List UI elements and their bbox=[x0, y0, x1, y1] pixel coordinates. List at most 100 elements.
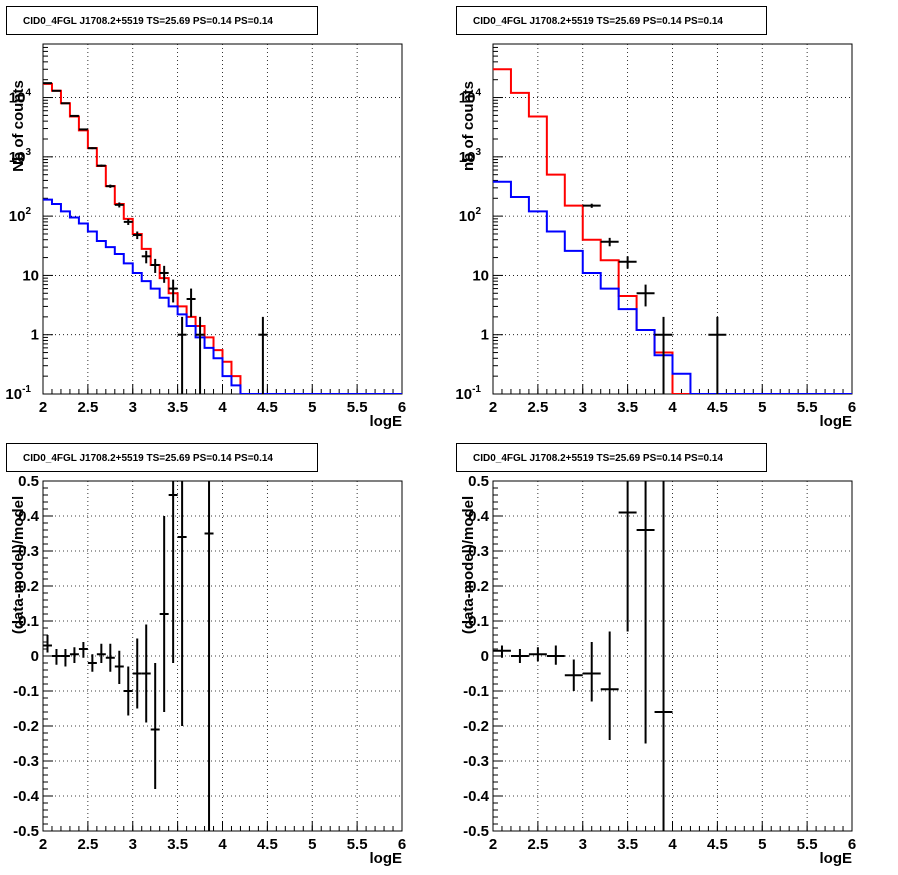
y-tick-label: 10 bbox=[472, 267, 489, 284]
data-point bbox=[96, 164, 106, 167]
chart-title: CID0_4FGL J1708.2+5519 TS=25.69 PS=0.14 … bbox=[23, 16, 273, 27]
data-point bbox=[114, 650, 124, 684]
data-point bbox=[123, 219, 133, 225]
y-tick-label: 0.3 bbox=[18, 543, 39, 560]
y-tick-label: 0.5 bbox=[18, 473, 39, 490]
title-box bbox=[6, 6, 318, 35]
data-point bbox=[582, 203, 601, 208]
x-tick-label: 2 bbox=[489, 399, 497, 416]
x-tick-label: 3 bbox=[129, 836, 137, 853]
title-box bbox=[6, 443, 318, 472]
data-point bbox=[168, 279, 178, 303]
data-point bbox=[123, 666, 133, 716]
component-model-histogram bbox=[493, 180, 852, 394]
plot-area bbox=[43, 481, 214, 831]
y-tick-label: 102 bbox=[459, 206, 482, 225]
x-tick-label: 5 bbox=[308, 399, 316, 416]
y-tick-label: -0.2 bbox=[13, 718, 39, 735]
x-tick-label: 4.5 bbox=[707, 399, 728, 416]
data-point bbox=[141, 624, 151, 723]
y-tick-label: 0.2 bbox=[18, 578, 39, 595]
y-tick-label: -0.5 bbox=[13, 823, 39, 840]
y-tick-label: 103 bbox=[9, 147, 32, 166]
y-tick-label: 10-1 bbox=[455, 384, 481, 403]
y-tick-label: 103 bbox=[459, 147, 482, 166]
x-tick-label: 4.5 bbox=[257, 399, 278, 416]
data-point bbox=[150, 663, 160, 789]
x-tick-label: 3.5 bbox=[617, 836, 638, 853]
data-point bbox=[43, 635, 52, 653]
data-point bbox=[654, 481, 673, 831]
x-tick-label: 3 bbox=[129, 399, 137, 416]
data-point bbox=[87, 147, 97, 150]
y-tick-label: 0.4 bbox=[18, 508, 40, 525]
data-point bbox=[105, 184, 115, 188]
x-tick-label: 6 bbox=[398, 836, 406, 853]
x-tick-label: 5.5 bbox=[347, 836, 368, 853]
x-tick-label: 3 bbox=[579, 399, 587, 416]
y-tick-label: 0.5 bbox=[468, 473, 489, 490]
x-tick-label: 3 bbox=[579, 836, 587, 853]
data-point bbox=[177, 316, 187, 394]
y-tick-label: 0 bbox=[31, 648, 39, 665]
x-tick-label: 3.5 bbox=[167, 836, 188, 853]
data-point bbox=[159, 265, 169, 283]
chart-title: CID0_4FGL J1708.2+5519 TS=25.69 PS=0.14 … bbox=[473, 16, 723, 27]
x-tick-label: 2.5 bbox=[77, 399, 98, 416]
data-point bbox=[177, 481, 187, 726]
x-tick-label: 2.5 bbox=[527, 836, 548, 853]
x-tick-label: 2.5 bbox=[77, 836, 98, 853]
y-tick-label: -0.3 bbox=[13, 753, 39, 770]
chart-panel-top-left: 2 2.5 3 3.5 4 4.5 5 5.5 6 10-1 1 10 102 103 104 logE Nb … bbox=[5, 6, 406, 430]
data-point bbox=[60, 649, 70, 667]
y-tick-label: 104 bbox=[459, 88, 482, 107]
chart-title: CID0_4FGL J1708.2+5519 TS=25.69 PS=0.14 … bbox=[473, 453, 723, 464]
data-point bbox=[195, 316, 205, 394]
y-axis-label: Nb of counts bbox=[10, 80, 27, 172]
x-tick-label: 6 bbox=[398, 399, 406, 416]
y-axis-label: (data-model)/model bbox=[460, 496, 477, 634]
data-point bbox=[546, 645, 565, 665]
x-axis-label: logE bbox=[820, 850, 853, 867]
y-tick-label: 0.3 bbox=[468, 543, 489, 560]
x-tick-label: 5.5 bbox=[797, 836, 818, 853]
data-point bbox=[528, 647, 547, 662]
data-point bbox=[141, 250, 151, 264]
x-tick-label: 4 bbox=[218, 836, 227, 853]
y-tick-label: 0.4 bbox=[468, 508, 490, 525]
plot-area bbox=[493, 68, 852, 394]
title-box bbox=[456, 6, 767, 35]
data-point bbox=[493, 645, 511, 658]
chart-title: CID0_4FGL J1708.2+5519 TS=25.69 PS=0.14 … bbox=[23, 453, 273, 464]
data-point bbox=[96, 643, 106, 663]
y-tick-label: 0.2 bbox=[468, 578, 489, 595]
x-tick-label: 4 bbox=[218, 399, 227, 416]
data-point bbox=[150, 258, 160, 273]
data-point bbox=[51, 89, 61, 92]
y-tick-label: -0.4 bbox=[463, 788, 490, 805]
data-point bbox=[510, 649, 529, 663]
x-tick-label: 6 bbox=[848, 399, 856, 416]
data-point bbox=[78, 128, 88, 131]
data-point bbox=[168, 481, 178, 663]
y-axis-label: nb of counts bbox=[460, 81, 477, 171]
data-point bbox=[186, 288, 196, 317]
x-tick-label: 5.5 bbox=[347, 399, 368, 416]
x-tick-label: 2 bbox=[489, 836, 497, 853]
data-point bbox=[43, 82, 52, 85]
x-tick-label: 2 bbox=[39, 399, 47, 416]
plot-area bbox=[493, 481, 673, 831]
data-point bbox=[105, 643, 115, 672]
data-point bbox=[69, 114, 79, 117]
x-tick-label: 2.5 bbox=[527, 399, 548, 416]
y-tick-label: 0 bbox=[481, 648, 489, 665]
x-tick-label: 3.5 bbox=[617, 399, 638, 416]
y-tick-label: -0.1 bbox=[463, 683, 489, 700]
y-tick-label: 104 bbox=[9, 88, 32, 107]
y-tick-label: -0.4 bbox=[13, 788, 40, 805]
y-tick-label: 1 bbox=[31, 327, 39, 344]
data-point bbox=[258, 316, 268, 394]
y-tick-label: 10-1 bbox=[5, 384, 31, 403]
y-tick-label: 102 bbox=[9, 206, 32, 225]
